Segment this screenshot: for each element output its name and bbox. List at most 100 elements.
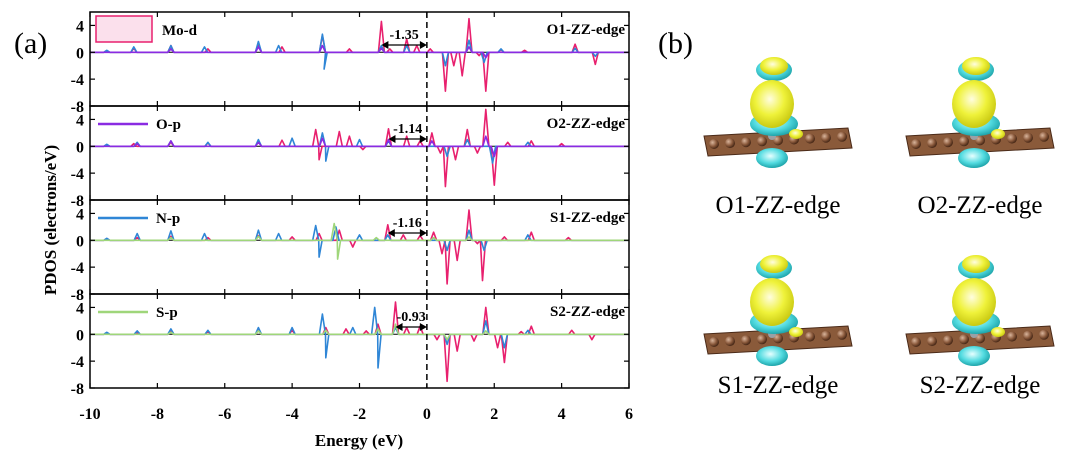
panel-a-label: (a)	[14, 27, 47, 60]
y-tick-label: -4	[71, 72, 84, 89]
y-tick-label: -8	[71, 287, 84, 304]
carbon-atom	[709, 139, 719, 149]
carbon-atom	[741, 137, 751, 148]
carbon-atom	[821, 132, 831, 143]
yellow-lobe-side	[991, 129, 1005, 139]
y-tick-label: -8	[71, 381, 84, 398]
carbon-atom	[821, 330, 831, 341]
panel-label: O1-ZZ-edge	[547, 22, 626, 38]
carbon-atom	[837, 329, 847, 340]
structure-panel: O1-ZZ-edge O2-ZZ-edge S1-ZZ-edge S2-ZZ-edge	[703, 57, 1055, 399]
carbon-atom	[1039, 329, 1049, 340]
x-tick-label: 6	[625, 406, 633, 423]
gap-value-label: -1.35	[390, 28, 419, 43]
y-tick-label: -4	[71, 354, 84, 371]
carbon-atom	[911, 337, 921, 347]
structure-label: S1-ZZ-edge	[718, 372, 839, 399]
y-tick-label: 4	[76, 206, 84, 223]
y-tick-label: -8	[71, 193, 84, 210]
pdos-panel-o1-zz-edge: 4 0 -4 -8 O1-ZZ-edge -1.35 Mo-d	[71, 11, 630, 116]
y-tick-label: 4	[76, 112, 84, 129]
carbon-atom	[725, 138, 735, 149]
yellow-lobe-top	[962, 255, 990, 273]
structure-label: O2-ZZ-edge	[918, 192, 1043, 219]
series-s-p-line	[90, 222, 629, 260]
gap-value-label: -1.16	[393, 216, 422, 231]
gap-arrow-right	[419, 323, 427, 331]
carbon-atom	[1039, 131, 1049, 142]
x-axis-label: Energy (eV)	[315, 431, 403, 450]
gap-value-label: -0.93	[397, 310, 426, 325]
series-n-p-line	[90, 132, 629, 164]
carbon-atom	[757, 136, 767, 147]
pdos-panel-s2-zz-edge: 4 0 -4 -8 S2-ZZ-edge -0.93 S-p	[71, 293, 630, 398]
gap-arrow-right	[419, 135, 427, 143]
panel-label: O2-ZZ-edge	[547, 116, 626, 132]
x-tick-label: -8	[151, 406, 164, 423]
panel-b-label: (b)	[658, 27, 693, 60]
yellow-lobe-top	[760, 255, 788, 273]
carbon-atom	[805, 133, 815, 144]
y-tick-label: 0	[76, 233, 84, 250]
series-n-p-line	[90, 224, 629, 258]
y-tick-label: -8	[71, 99, 84, 116]
y-tick-label: -4	[71, 260, 84, 277]
x-tick-label: -6	[218, 406, 231, 423]
carbon-atom	[943, 335, 953, 346]
carbon-atom	[927, 336, 937, 347]
structure-o1-zz-edge: O1-ZZ-edge	[703, 57, 853, 219]
yellow-lobe-top	[962, 57, 990, 75]
carbon-atom	[741, 335, 751, 346]
gap-arrow-left	[387, 229, 395, 237]
structure-label: O1-ZZ-edge	[716, 192, 841, 219]
x-tick-label: 0	[423, 406, 431, 423]
yellow-lobe-main	[750, 80, 794, 128]
gap-arrow-right	[419, 41, 427, 49]
legend-label: N-p	[156, 211, 180, 227]
panel-label: S2-ZZ-edge	[550, 304, 625, 320]
series-s-p-line	[90, 323, 629, 341]
carbon-atom	[725, 336, 735, 347]
y-tick-label: 4	[76, 300, 84, 317]
panel-label: S1-ZZ-edge	[550, 210, 625, 226]
x-tick-label: -10	[79, 406, 100, 423]
gap-arrow-right	[419, 229, 427, 237]
pdos-chart: 4 0 -4 -8 O1-ZZ-edge -1.35 Mo-d 4 0 -4 -8 O2-ZZ-edg…	[71, 11, 633, 423]
y-tick-label: 4	[76, 18, 84, 35]
legend-o-p: O-p	[98, 117, 181, 133]
series-o-p-line	[90, 135, 629, 158]
x-tick-label: -4	[285, 406, 298, 423]
legend-n-p: N-p	[98, 211, 180, 227]
yellow-lobe-main	[952, 80, 996, 128]
carbon-atom	[1023, 132, 1033, 143]
legend-label: O-p	[156, 117, 181, 133]
gap-arrow-left	[395, 323, 403, 331]
x-tick-label: -2	[353, 406, 366, 423]
yellow-lobe-main	[750, 278, 794, 326]
y-axis-label: PDOS (electrons/eV)	[41, 145, 60, 295]
structure-o2-zz-edge: O2-ZZ-edge	[905, 57, 1055, 219]
carbon-atom	[837, 131, 847, 142]
gap-arrow-left	[381, 41, 389, 49]
yellow-lobe-side	[789, 327, 803, 337]
legend-swatch	[95, 15, 153, 43]
structure-label: S2-ZZ-edge	[920, 372, 1041, 399]
carbon-atom	[1023, 330, 1033, 341]
yellow-lobe-side	[789, 129, 803, 139]
cyan-lobe-bottom	[958, 148, 990, 168]
gap-value-label: -1.14	[393, 122, 422, 137]
carbon-atom	[911, 139, 921, 149]
y-tick-label: 0	[76, 139, 84, 156]
yellow-lobe-top	[760, 57, 788, 75]
carbon-atom	[805, 331, 815, 342]
carbon-atom	[943, 137, 953, 148]
structure-s1-zz-edge: S1-ZZ-edge	[703, 255, 853, 399]
legend-label: S-p	[156, 305, 178, 321]
carbon-atom	[927, 138, 937, 149]
carbon-atom	[757, 334, 767, 345]
y-tick-label: 0	[76, 327, 84, 344]
cyan-lobe-bottom	[756, 346, 788, 366]
legend-mo-d: Mo-d	[95, 15, 198, 43]
pdos-panel-o2-zz-edge: 4 0 -4 -8 O2-ZZ-edge -1.14 O-p	[71, 105, 630, 210]
structure-s2-zz-edge: S2-ZZ-edge	[905, 255, 1055, 399]
